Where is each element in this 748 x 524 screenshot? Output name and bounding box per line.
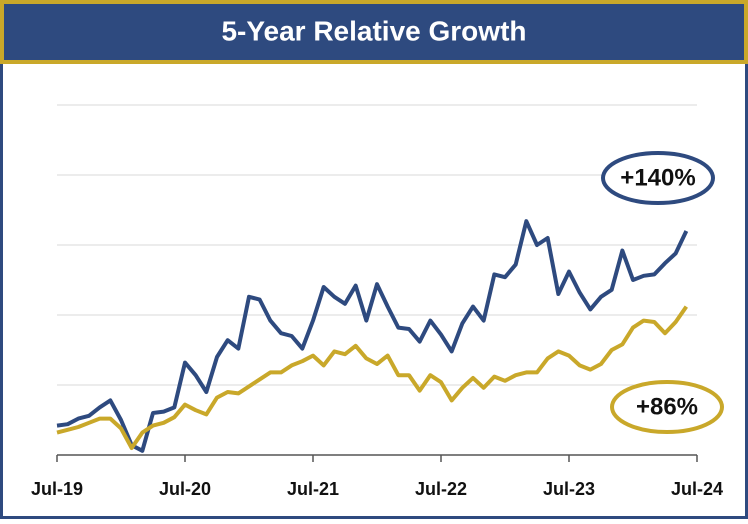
annotation-ellipse: [601, 151, 715, 205]
annotation: +140%: [620, 164, 695, 191]
x-tick-label: Jul-19: [31, 479, 83, 499]
series-line: [56, 219, 689, 453]
annotation-ellipse: [610, 380, 724, 434]
x-tick-label: Jul-23: [543, 479, 595, 499]
annotation: +86%: [636, 393, 698, 420]
title-bar: [0, 0, 748, 64]
x-tick-label: Jul-24: [671, 479, 723, 499]
series-line: [56, 305, 688, 450]
lines: [56, 219, 689, 453]
chart-title: 5-Year Relative Growth: [221, 15, 526, 46]
grid: Jul-19 Jul-20 Jul-21 Jul-22 Jul-23 Jul-24: [31, 104, 723, 499]
x-tick-label: Jul-21: [287, 479, 339, 499]
x-tick-label: Jul-20: [159, 479, 211, 499]
x-tick-label: Jul-22: [415, 479, 467, 499]
